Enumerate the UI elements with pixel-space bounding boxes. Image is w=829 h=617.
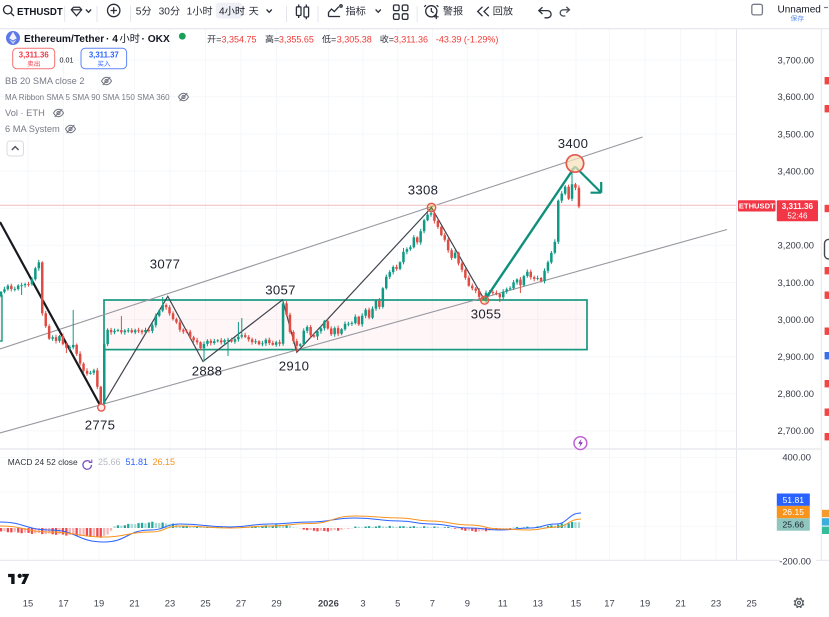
- svg-text:3,600.00: 3,600.00: [778, 91, 815, 102]
- svg-text:3077: 3077: [150, 257, 181, 272]
- svg-text:3055: 3055: [471, 307, 502, 322]
- svg-text:3400: 3400: [558, 136, 589, 151]
- svg-text:BB 20 SMA close 2: BB 20 SMA close 2: [5, 76, 85, 86]
- svg-text:30: 30: [159, 7, 171, 18]
- svg-text:400.00: 400.00: [782, 451, 811, 462]
- svg-text:3: 3: [360, 598, 365, 609]
- svg-text:3,355.65: 3,355.65: [279, 34, 314, 44]
- svg-text:2,800.00: 2,800.00: [778, 388, 815, 399]
- svg-text:3,000.00: 3,000.00: [778, 314, 815, 325]
- svg-text:26.15: 26.15: [153, 457, 176, 467]
- svg-text:52:46: 52:46: [787, 212, 808, 221]
- svg-text:3308: 3308: [408, 183, 439, 198]
- svg-text:-43.39 (-1.29%): -43.39 (-1.29%): [436, 34, 499, 44]
- svg-text:15: 15: [571, 598, 581, 609]
- svg-text:-200.00: -200.00: [779, 555, 811, 566]
- svg-text:25: 25: [746, 598, 756, 609]
- svg-text:3,311.37: 3,311.37: [89, 50, 119, 59]
- svg-text:19: 19: [640, 598, 650, 609]
- svg-text:23: 23: [711, 598, 721, 609]
- svg-text:3,354.75: 3,354.75: [222, 34, 257, 44]
- svg-text:5: 5: [136, 7, 142, 18]
- svg-text:3,500.00: 3,500.00: [778, 128, 815, 139]
- svg-text:=: =: [216, 34, 221, 44]
- svg-text:51.81: 51.81: [783, 495, 805, 505]
- svg-text:27: 27: [236, 598, 246, 609]
- svg-text:2910: 2910: [279, 359, 310, 374]
- svg-text:ETHUSDT: ETHUSDT: [17, 7, 63, 18]
- svg-text:9: 9: [465, 598, 470, 609]
- svg-text:4: 4: [219, 7, 225, 18]
- svg-text:2,900.00: 2,900.00: [778, 351, 815, 362]
- svg-text:2888: 2888: [192, 364, 223, 379]
- svg-text:MACD 24 52 close: MACD 24 52 close: [8, 457, 78, 467]
- svg-text:Unnamed: Unnamed: [778, 5, 821, 16]
- svg-text:21: 21: [675, 598, 685, 609]
- svg-text:3,100.00: 3,100.00: [778, 277, 815, 288]
- svg-text:5: 5: [395, 598, 400, 609]
- svg-text:15: 15: [23, 598, 33, 609]
- svg-text:3,700.00: 3,700.00: [778, 54, 815, 65]
- svg-text:25: 25: [200, 598, 210, 609]
- svg-text:25.66: 25.66: [783, 520, 805, 530]
- svg-text:Vol · ETH: Vol · ETH: [5, 108, 45, 118]
- svg-text:Ethereum/Tether: Ethereum/Tether: [24, 34, 104, 45]
- svg-text:11: 11: [498, 598, 508, 609]
- svg-text:3,311.36: 3,311.36: [782, 202, 814, 211]
- svg-text:2,700.00: 2,700.00: [778, 425, 815, 436]
- svg-text:23: 23: [165, 598, 175, 609]
- svg-text:3,311.36: 3,311.36: [19, 50, 50, 59]
- svg-text:1: 1: [187, 7, 193, 18]
- svg-text:3,305.38: 3,305.38: [337, 34, 372, 44]
- svg-text:MA Ribbon SMA 5 SMA 90 SMA 150: MA Ribbon SMA 5 SMA 90 SMA 150 SMA 360: [5, 93, 170, 102]
- svg-text:3,200.00: 3,200.00: [778, 240, 815, 251]
- svg-text:29: 29: [271, 598, 281, 609]
- svg-text:25.66: 25.66: [98, 457, 121, 467]
- svg-text:21: 21: [129, 598, 139, 609]
- svg-text:3057: 3057: [265, 283, 296, 298]
- svg-text:0.01: 0.01: [60, 56, 74, 65]
- svg-text:13: 13: [533, 598, 543, 609]
- svg-text:51.81: 51.81: [126, 457, 149, 467]
- svg-text:=: =: [331, 34, 336, 44]
- svg-text:· OKX: · OKX: [142, 34, 171, 45]
- svg-text:6 MA System: 6 MA System: [5, 124, 60, 134]
- svg-text:17: 17: [58, 598, 68, 609]
- svg-text:2775: 2775: [85, 418, 116, 433]
- svg-text:2026: 2026: [318, 598, 339, 609]
- svg-text:19: 19: [94, 598, 104, 609]
- svg-text:=: =: [389, 34, 394, 44]
- svg-text:26.15: 26.15: [783, 507, 805, 517]
- svg-text:3,311.36: 3,311.36: [394, 34, 428, 44]
- svg-text:7: 7: [430, 598, 435, 609]
- svg-text:3,400.00: 3,400.00: [778, 165, 815, 176]
- svg-text:=: =: [274, 34, 279, 44]
- svg-text:ETHUSDT: ETHUSDT: [739, 202, 775, 211]
- svg-text:· 4: · 4: [106, 34, 118, 45]
- svg-text:17: 17: [604, 598, 614, 609]
